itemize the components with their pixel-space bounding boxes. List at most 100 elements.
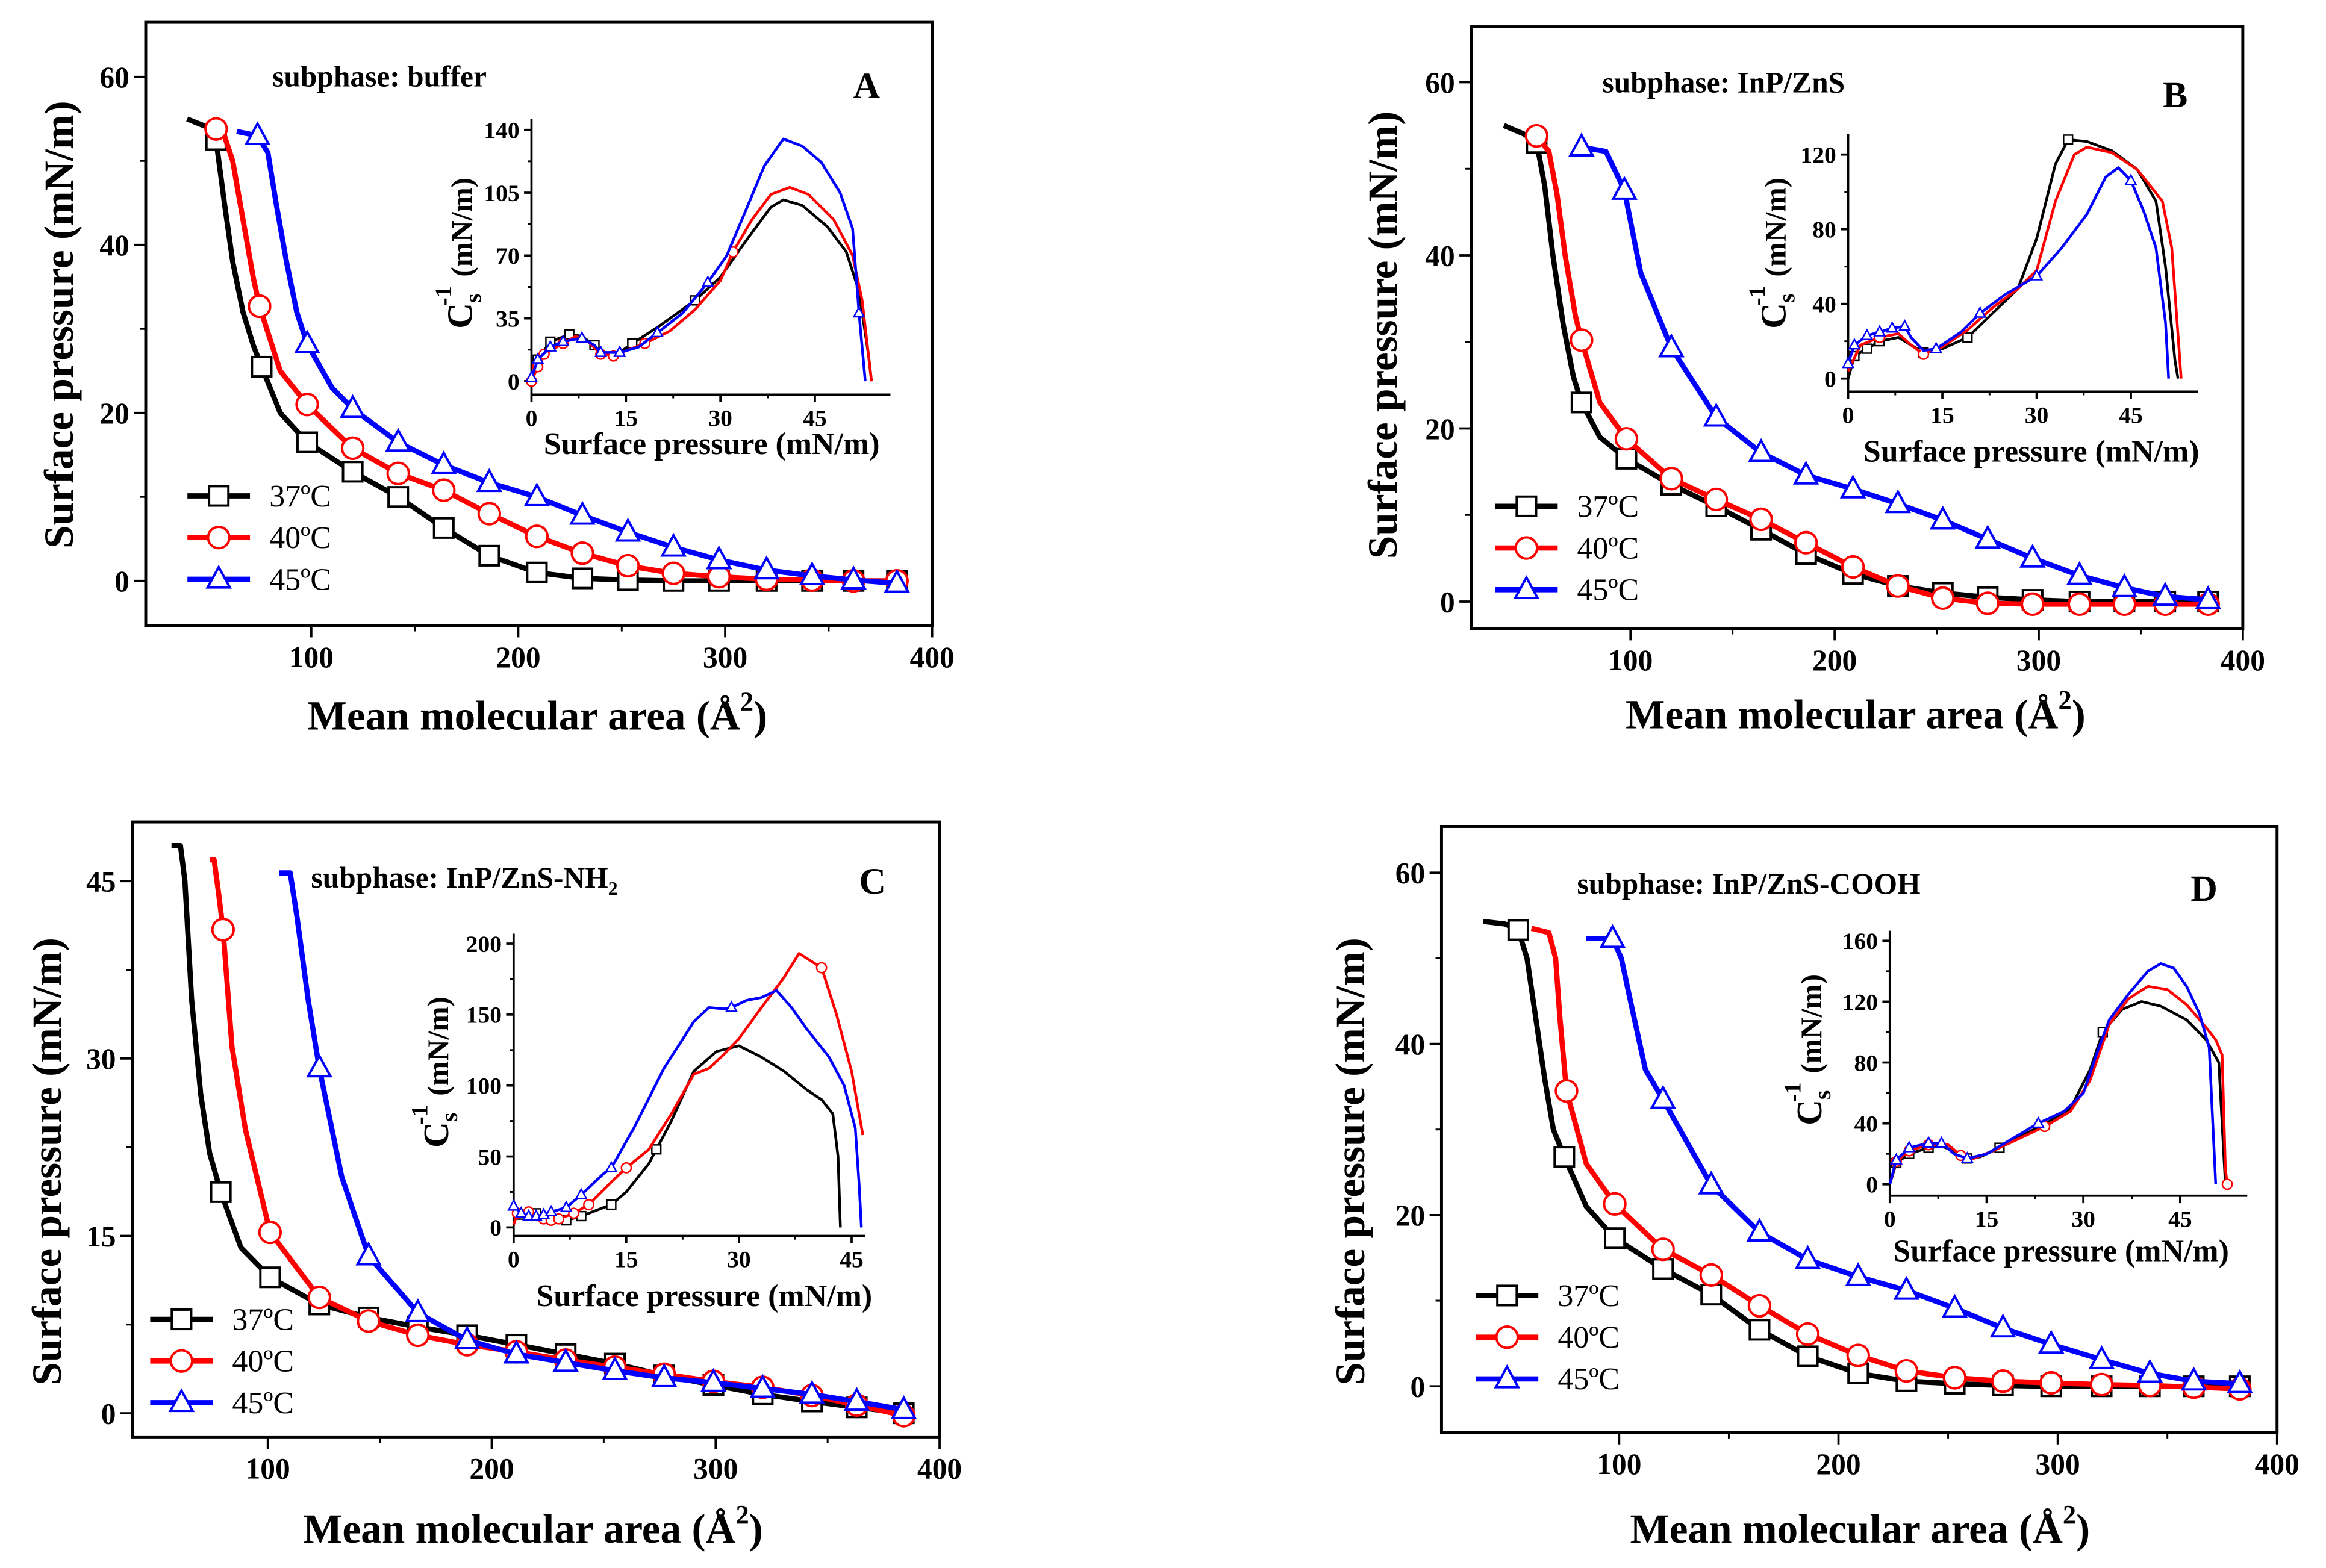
square-marker	[1570, 391, 1592, 414]
square-marker	[1700, 1284, 1723, 1306]
triangle-marker	[339, 394, 366, 418]
x-axis-title: Mean molecular area (Å2)	[1626, 685, 2086, 737]
x-tick-label: 200	[1816, 1448, 1860, 1481]
legend-item-37C: 37ºC	[1495, 490, 1639, 524]
series-45C	[279, 870, 917, 1419]
legend-label: 45ºC	[232, 1386, 294, 1420]
series-45C	[1586, 924, 2253, 1393]
triangle-marker	[594, 345, 608, 357]
triangle-marker	[168, 1388, 195, 1413]
x-axis-title: Mean molecular area (Å2)	[1630, 1499, 2090, 1552]
triangle-marker	[1746, 1218, 1773, 1242]
triangle-marker	[575, 1187, 588, 1199]
x-tick-label: 45	[2119, 402, 2143, 428]
triangle-marker	[605, 1160, 618, 1172]
triangle-marker	[2180, 1366, 2207, 1391]
circle-marker	[357, 1309, 381, 1333]
triangle-marker	[1841, 356, 1855, 369]
legend-item-45C: 45ºC	[1495, 573, 1639, 608]
inset-y-title-subscript: s	[436, 1113, 463, 1122]
y-tick-label: 40	[1395, 1028, 1425, 1061]
triangle-marker	[1860, 328, 1874, 340]
triangle-marker	[294, 329, 320, 353]
square-marker	[1748, 1319, 1771, 1341]
inset-y-axis-title: Cs-1(mN/m)	[1744, 178, 1800, 329]
inset-compressibility-plot: 0 15 30 45 0 50 100 150 200 Surface pressure (mN/…	[406, 931, 872, 1313]
square-marker	[478, 544, 500, 567]
y-tick-label: 120	[1800, 142, 1836, 169]
triangle-marker	[1885, 321, 1899, 333]
series-45C	[236, 121, 911, 593]
circle-marker	[1794, 530, 1818, 555]
title-subscript: 2	[608, 877, 618, 899]
circle-marker	[661, 561, 685, 585]
legend-label: 37ºC	[1577, 490, 1639, 524]
inset-y-title-superscript: -1	[406, 1105, 432, 1125]
y-tick-label: 200	[466, 931, 502, 957]
circle-marker	[204, 117, 228, 141]
triangle-marker	[840, 565, 867, 590]
y-tick-label: 0	[1411, 1370, 1426, 1404]
x-tick-label: 300	[693, 1452, 738, 1486]
inset-y-title-subscript: s	[1774, 294, 1800, 303]
square-marker	[1515, 495, 1538, 517]
x-tick-label: 0	[1842, 402, 1854, 428]
circle-marker	[406, 1323, 430, 1348]
triangle-marker	[2152, 582, 2178, 606]
square-marker	[571, 567, 594, 590]
series-37C	[1847, 134, 2180, 379]
inset-x-axis-title: Surface pressure (mN/m)	[1863, 435, 2200, 469]
inset-y-axis-title: Cs-1(mN/m)	[406, 997, 462, 1148]
triangle-marker	[306, 1053, 333, 1078]
triangle-marker	[1893, 1275, 1920, 1300]
y-tick-label: 100	[466, 1073, 502, 1100]
x-tick-label: 300	[703, 641, 747, 674]
circle-marker	[1886, 574, 1910, 598]
square-marker	[387, 486, 410, 508]
circle-marker	[1841, 555, 1865, 579]
y-tick-label: 0	[1824, 366, 1836, 393]
panel-label: B	[2163, 75, 2187, 116]
circle-marker	[583, 1199, 594, 1211]
series-line	[1847, 166, 2170, 379]
y-tick-label: 20	[1425, 412, 1455, 446]
x-axis-title-superscript: 2	[740, 686, 753, 717]
triangle-marker	[552, 1348, 579, 1372]
inset-y-title-subscript: s	[460, 294, 486, 303]
circle-marker	[1704, 487, 1729, 512]
triangle-marker	[1922, 1136, 1935, 1148]
square-marker	[170, 1308, 193, 1331]
series-45C	[1888, 962, 2218, 1185]
legend-item-45C: 45ºC	[187, 562, 331, 597]
triangle-marker	[544, 1204, 558, 1217]
x-axis-title: Mean molecular area (Å2)	[303, 1499, 763, 1552]
triangle-marker	[2019, 543, 2046, 568]
series-line	[513, 1044, 842, 1228]
square-marker	[296, 431, 319, 453]
triangle-marker	[890, 1395, 917, 1419]
x-tick-label: 0	[526, 405, 538, 431]
circle-marker	[258, 1220, 282, 1245]
y-axis-title: Surface pressure (mN/m)	[23, 938, 70, 1386]
circle-marker	[2021, 592, 2045, 616]
x-tick-label: 15	[614, 405, 638, 431]
circle-marker	[553, 1213, 565, 1225]
triangle-marker	[569, 500, 596, 525]
triangle-marker	[1792, 460, 1819, 485]
triangle-marker	[650, 1363, 678, 1387]
series-45C	[507, 989, 863, 1228]
x-tick-label: 300	[2016, 644, 2061, 677]
x-tick-label: 15	[614, 1246, 638, 1272]
x-axis-title-close: )	[753, 692, 767, 739]
y-tick-label: 0	[114, 565, 129, 598]
x-tick-label: 0	[1884, 1206, 1896, 1233]
square-marker	[1496, 1284, 1518, 1307]
triangle-marker	[1929, 505, 1956, 530]
triangle-marker	[385, 428, 412, 452]
series-37C	[513, 1044, 842, 1228]
square-marker	[2063, 134, 2074, 145]
inset-y-axis-title: Cs-1(mN/m)	[430, 178, 486, 329]
circle-marker	[295, 393, 319, 417]
